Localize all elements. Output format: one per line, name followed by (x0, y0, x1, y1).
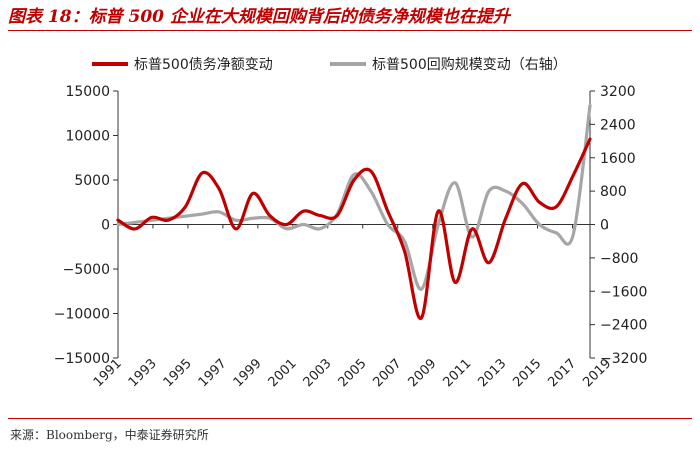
title-divider (8, 30, 692, 31)
right-tick-label: −2400 (600, 318, 647, 334)
left-tick-label: 5000 (74, 173, 110, 189)
plot-lines (116, 104, 592, 320)
x-tick-label: 2015 (510, 356, 544, 390)
right-tick-label: −3200 (600, 351, 647, 367)
chart-title: 图表 18：标普 500 企业在大规模回购背后的债务净规模也在提升 (8, 7, 510, 27)
legend-label-buyback: 标普500回购规模变动（右轴） (372, 57, 567, 73)
series-line-debt (116, 137, 592, 320)
x-tick-label: 2007 (371, 356, 405, 390)
legend: 标普500债务净额变动 标普500回购规模变动（右轴） (92, 57, 567, 73)
left-tick-label: −10000 (54, 307, 110, 323)
x-tick-label: 2009 (405, 356, 439, 390)
x-tick-label: 2017 (545, 356, 579, 390)
x-tick-label: 2011 (440, 356, 474, 390)
source-note: 来源：Bloomberg，中泰证券研究所 (10, 428, 209, 442)
left-tick-label: −15000 (54, 351, 110, 367)
right-tick-label: −800 (600, 251, 638, 267)
x-tick-label: 2005 (336, 356, 370, 390)
right-tick-label: 0 (600, 218, 609, 234)
footer-divider (8, 418, 692, 419)
legend-label-debt: 标普500债务净额变动 (134, 57, 273, 73)
x-tick-label: 2003 (301, 356, 335, 390)
x-tick-label: 2001 (266, 356, 300, 390)
left-tick-label: −5000 (63, 262, 110, 278)
x-tick-label: 1993 (126, 356, 160, 390)
axes: 15000 10000 5000 0 −5000 −10000 −15000 3200 2400… (54, 84, 648, 390)
x-tick-label: 1999 (231, 356, 265, 390)
x-tick-label: 1997 (196, 356, 230, 390)
right-tick-label: 3200 (600, 84, 636, 100)
x-tick-label: 2013 (475, 356, 509, 390)
left-tick-label: 10000 (65, 129, 110, 145)
chart: 标普500债务净额变动 标普500回购规模变动（右轴） 15000 10000 50… (54, 57, 648, 390)
right-tick-label: 1600 (600, 151, 636, 167)
left-tick-label: 0 (101, 218, 110, 234)
right-tick-label: −1600 (600, 284, 647, 300)
x-tick-label: 1995 (161, 356, 195, 390)
left-tick-label: 15000 (65, 84, 110, 100)
right-tick-label: 800 (600, 184, 627, 200)
right-tick-label: 2400 (600, 117, 636, 133)
